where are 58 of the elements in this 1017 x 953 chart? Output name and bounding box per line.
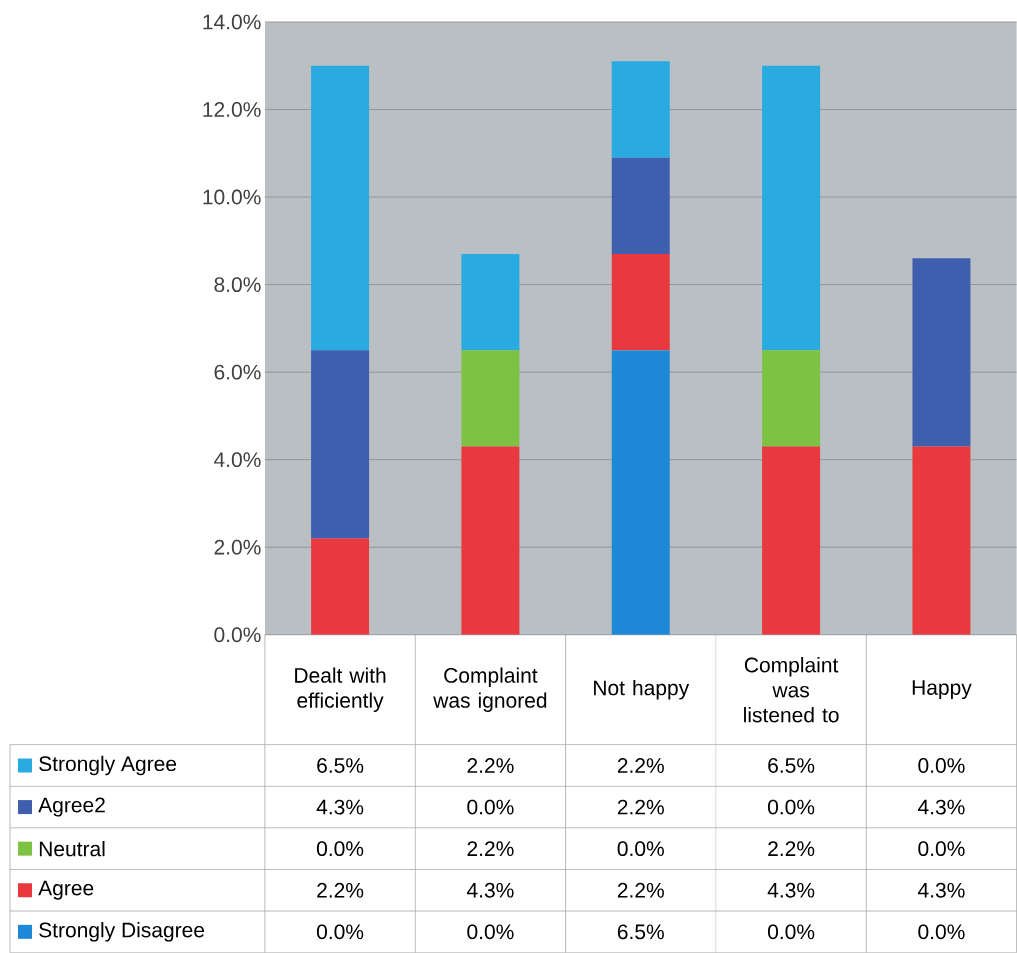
- bar: [611, 157, 670, 254]
- data-label: 2.2%: [768, 841, 815, 857]
- data-label: 0.0%: [918, 924, 965, 940]
- data-label: 2.2%: [617, 758, 664, 773]
- data-label: 6.5%: [617, 924, 664, 940]
- data-label: 0.0%: [918, 758, 965, 773]
- x-tick-label: Dealt with efficiently: [295, 667, 386, 712]
- bar: [762, 446, 821, 635]
- data-label: 0.0%: [918, 841, 965, 857]
- bar: [611, 253, 670, 351]
- data-label: 0.0%: [467, 799, 514, 815]
- legend-label: Agree: [38, 880, 94, 900]
- y-tick-label: 6.0%: [214, 364, 261, 380]
- bar: [311, 538, 370, 635]
- y-tick-label: 0.0%: [214, 627, 261, 643]
- bar: [461, 253, 520, 351]
- data-label: 2.2%: [317, 882, 364, 898]
- legend-label: Strongly Disagree: [39, 922, 205, 942]
- y-tick-label: 10.0%: [203, 189, 261, 205]
- legend-label: Agree2: [38, 797, 105, 817]
- y-tick-label: 12.0%: [203, 102, 261, 117]
- data-label: 4.3%: [918, 882, 965, 898]
- data-label: 0.0%: [316, 841, 364, 857]
- data-label: 4.3%: [466, 882, 514, 898]
- y-tick-label: 8.0%: [214, 277, 261, 293]
- data-label: 6.5%: [768, 758, 815, 773]
- data-label: 0.0%: [467, 924, 514, 940]
- x-tick-label: Complaint was ignored: [433, 667, 547, 712]
- data-label: 0.0%: [767, 799, 815, 815]
- y-tick-label: 4.0%: [214, 452, 261, 468]
- bar: [461, 446, 520, 635]
- data-label: 2.2%: [617, 799, 664, 815]
- data-label: 2.2%: [467, 841, 514, 857]
- bar: [311, 65, 370, 351]
- data-label: 0.0%: [617, 841, 664, 857]
- y-tick-label: 2.0%: [214, 539, 261, 555]
- bar: [311, 350, 370, 539]
- data-label: 0.0%: [767, 924, 815, 940]
- bar: [611, 350, 670, 635]
- bar: [461, 350, 520, 447]
- y-tick-label: 14.0%: [203, 14, 261, 30]
- data-label: 0.0%: [316, 924, 364, 940]
- bar: [762, 350, 821, 447]
- bar: [912, 446, 971, 635]
- x-tick-label: Happy: [912, 680, 972, 700]
- legend-label: Strongly Agree: [39, 755, 177, 776]
- data-label: 2.2%: [617, 882, 664, 898]
- legend-label: Neutral: [39, 840, 105, 857]
- bar: [912, 258, 971, 447]
- data-label: 4.3%: [767, 882, 815, 898]
- data-label: 6.5%: [317, 758, 364, 773]
- data-label: 4.3%: [918, 799, 965, 815]
- data-label: 4.3%: [316, 799, 364, 815]
- x-tick-label: Complaint was listened to: [744, 657, 839, 723]
- data-label: 2.2%: [467, 758, 514, 773]
- bar: [611, 61, 670, 158]
- bar: [762, 65, 821, 351]
- x-tick-label: Not happy: [594, 679, 690, 700]
